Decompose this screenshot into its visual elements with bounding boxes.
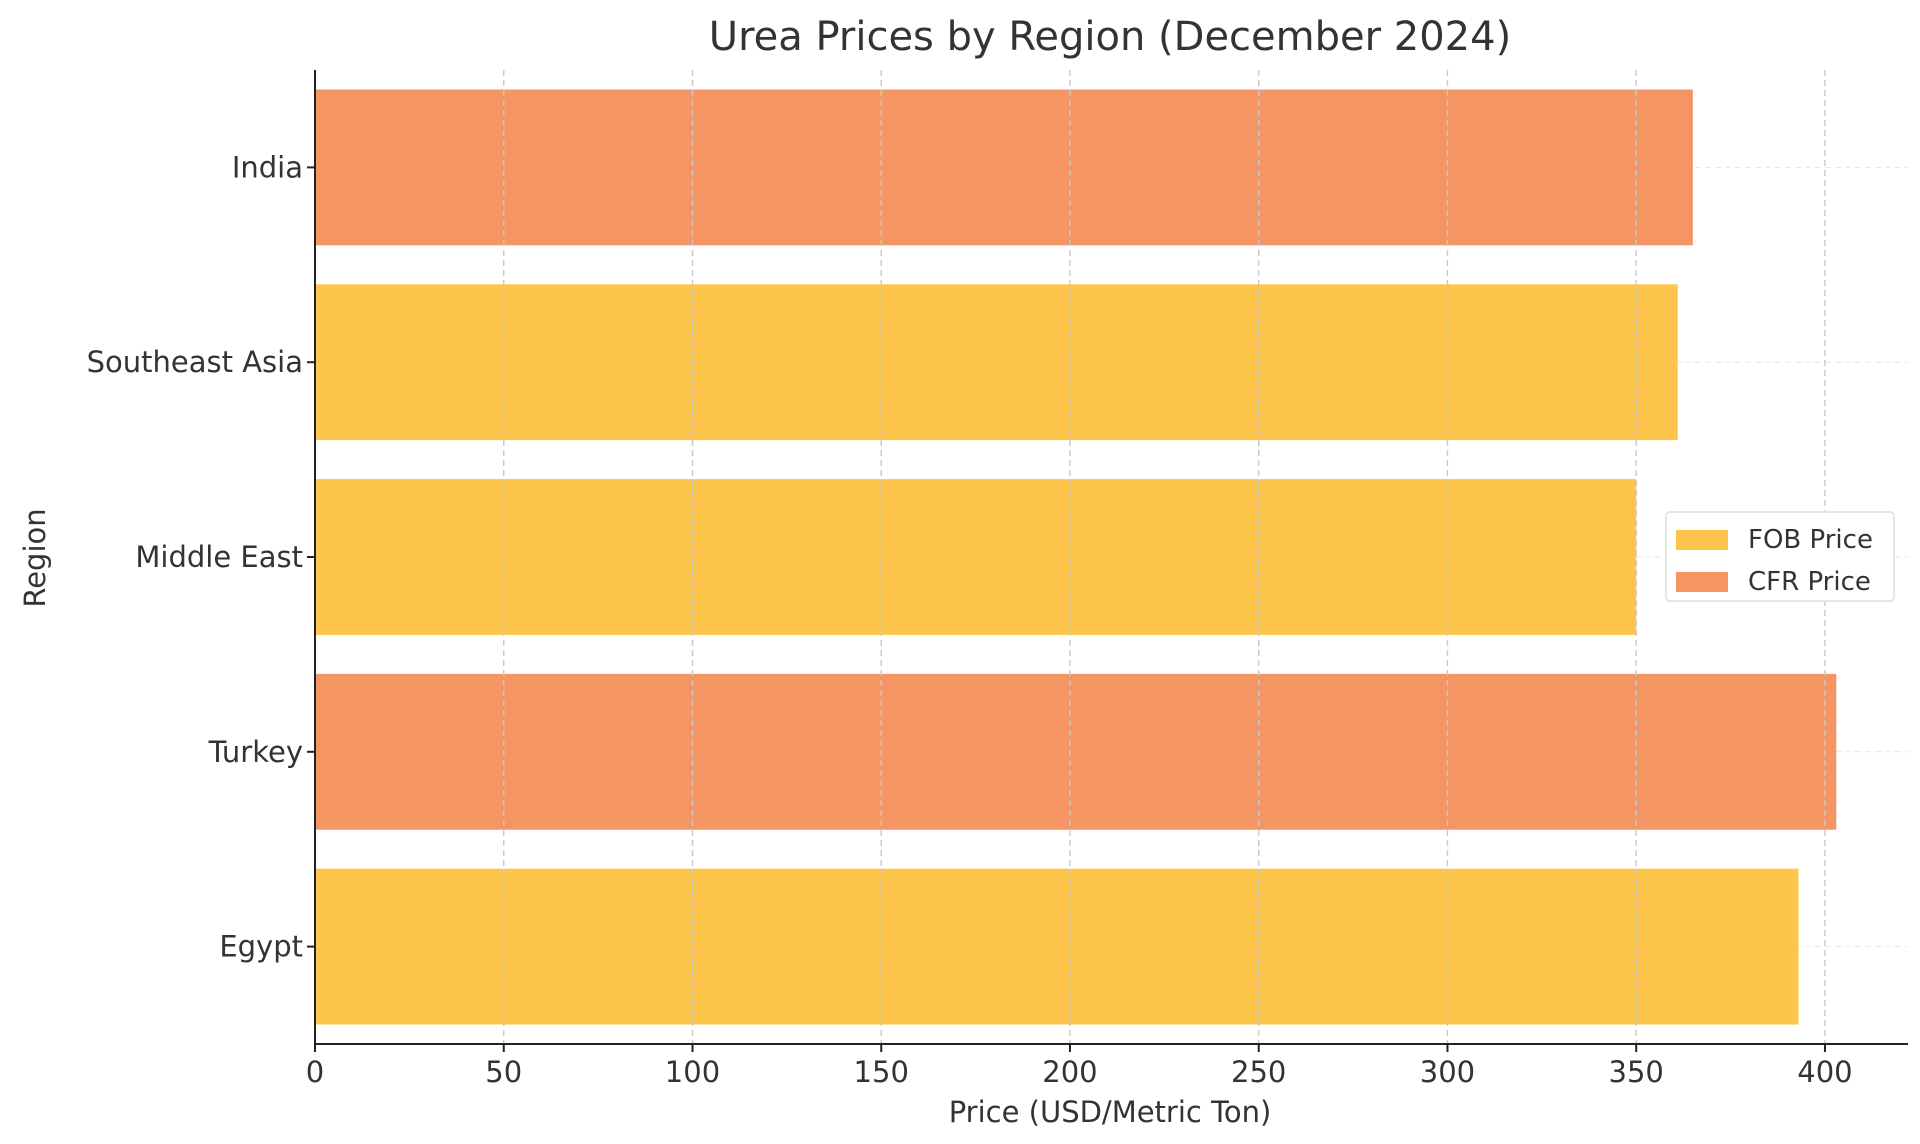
- legend-swatch-cfr-price: [1676, 572, 1728, 592]
- x-tick-label: 400: [1797, 1055, 1852, 1089]
- x-tick-label: 150: [854, 1055, 909, 1089]
- x-axis-label: Price (USD/Metric Ton): [949, 1095, 1272, 1129]
- bar-southeast-asia: [315, 284, 1678, 441]
- x-tick-label: 50: [485, 1055, 522, 1089]
- y-tick-label: Turkey: [208, 735, 303, 769]
- bar-egypt: [315, 868, 1799, 1025]
- x-tick-label: 350: [1609, 1055, 1664, 1089]
- bar-turkey: [315, 673, 1837, 830]
- legend-label: FOB Price: [1748, 525, 1873, 555]
- y-axis-label: Region: [18, 508, 52, 607]
- y-tick-label: Southeast Asia: [87, 345, 303, 379]
- x-tick-label: 200: [1042, 1055, 1097, 1089]
- y-tick-label: India: [232, 150, 303, 184]
- legend-swatch-fob-price: [1676, 530, 1728, 550]
- y-tick-label: Middle East: [135, 540, 303, 574]
- x-tick-label: 0: [306, 1055, 324, 1089]
- chart-title: Urea Prices by Region (December 2024): [709, 14, 1511, 60]
- x-ticks: 0 50 100 150 200 250 300 350 400: [306, 1044, 1853, 1089]
- bar-middle-east: [315, 479, 1637, 635]
- legend: FOB Price CFR Price: [1665, 511, 1895, 602]
- legend-label: CFR Price: [1748, 567, 1871, 597]
- x-tick-label: 100: [665, 1055, 720, 1089]
- x-tick-label: 250: [1231, 1055, 1286, 1089]
- y-tick-label: Egypt: [219, 930, 303, 964]
- bars: [315, 70, 1837, 1044]
- bar-india: [315, 89, 1693, 246]
- y-ticks: India Southeast Asia Middle East Turkey Egyp…: [87, 150, 315, 964]
- x-tick-label: 300: [1420, 1055, 1475, 1089]
